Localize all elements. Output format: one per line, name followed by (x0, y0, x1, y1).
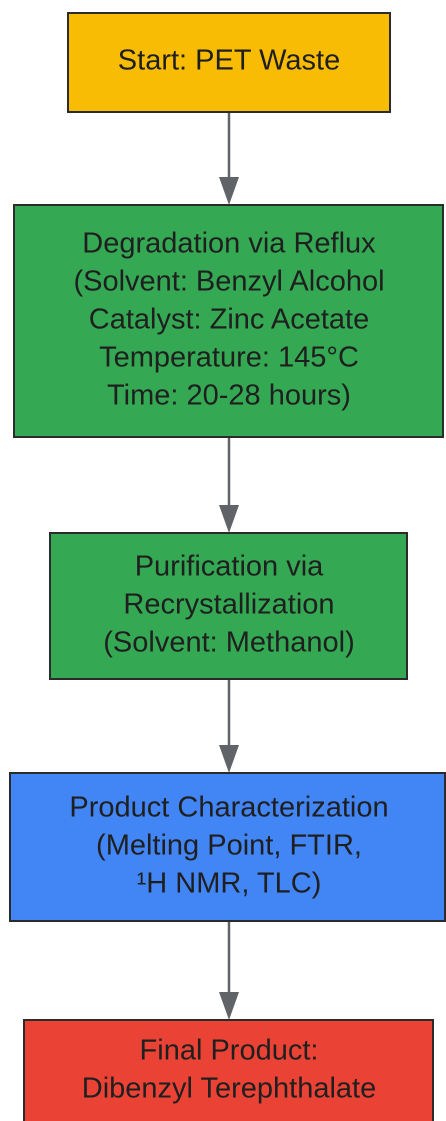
node-label: Recrystallization (123, 589, 334, 621)
node-label: Degradation via Reflux (82, 228, 376, 260)
node-box (9, 772, 446, 922)
arrow-head (219, 505, 239, 533)
node-label: (Melting Point, FTIR, (96, 830, 362, 862)
node-box (13, 204, 444, 438)
arrow-head (219, 745, 239, 773)
node-label: Dibenzyl Terephthalate (82, 1073, 377, 1105)
node-box (67, 12, 391, 113)
node-label: Temperature: 145°C (99, 342, 359, 374)
node-label: (Solvent: Benzyl Alcohol (73, 266, 384, 298)
node-label: Start: PET Waste (118, 45, 340, 77)
node-label: (Solvent: Methanol) (103, 627, 354, 659)
node-label: Time: 20-28 hours) (107, 380, 351, 412)
arrow-head (219, 177, 239, 205)
arrows (219, 112, 239, 1020)
node-label: Catalyst: Zinc Acetate (89, 304, 369, 336)
node-label: Product Characterization (69, 792, 388, 824)
node-label: ¹H NMR, TLC) (137, 868, 322, 900)
arrow-head (219, 992, 239, 1020)
node-box (49, 532, 408, 680)
node-label: Final Product: (140, 1035, 319, 1067)
node-label: Purification via (135, 551, 324, 583)
node-box (23, 1019, 434, 1121)
